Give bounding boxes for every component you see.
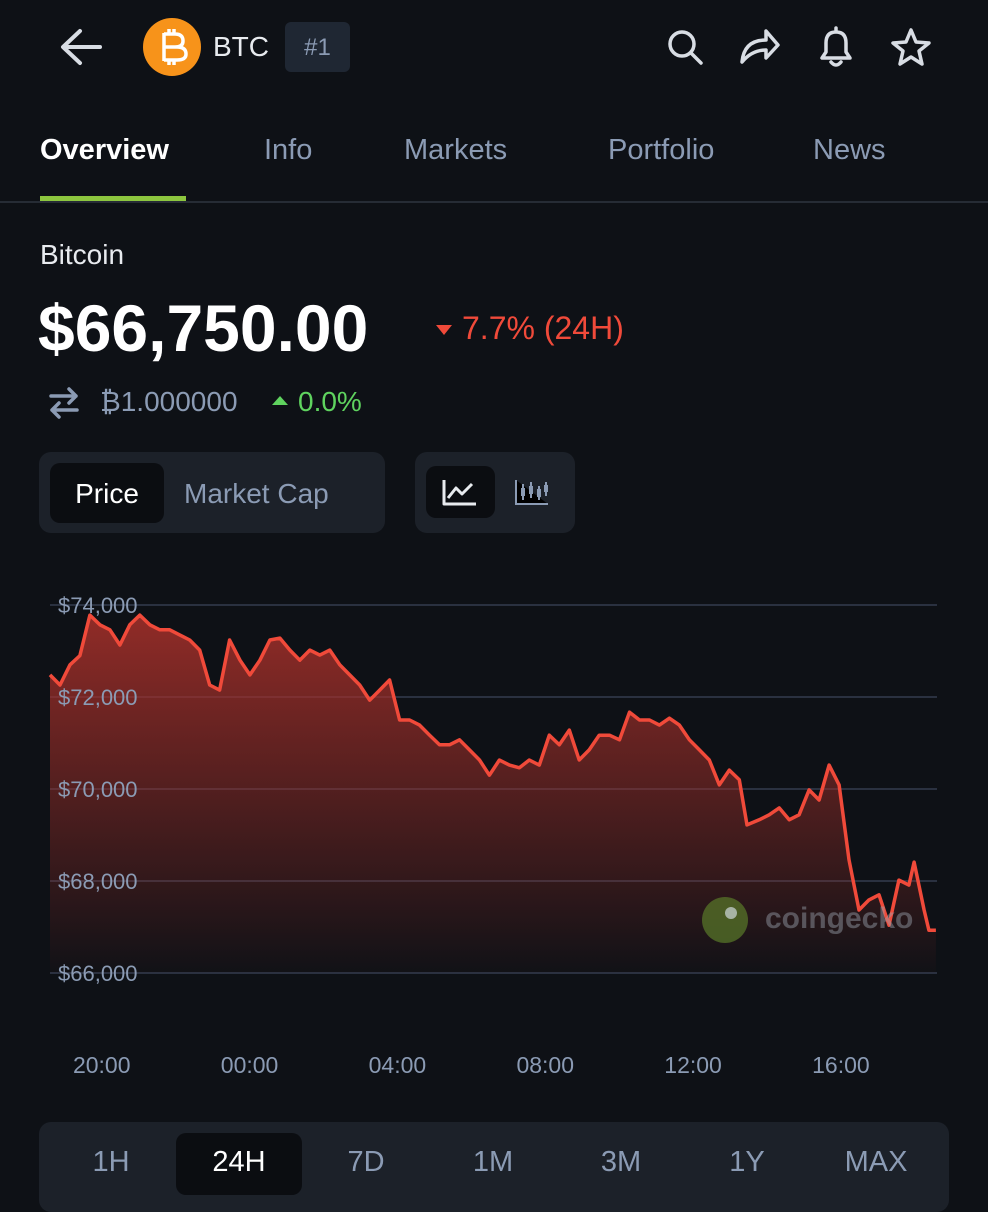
tab[interactable]: News [813, 134, 886, 166]
line-chart-icon[interactable] [440, 476, 480, 510]
x-tick-label: 12:00 [664, 1052, 722, 1078]
down-arrow [436, 325, 452, 335]
area-fill [50, 615, 936, 973]
up-arrow [272, 396, 288, 405]
tab[interactable]: Portfolio [608, 134, 715, 166]
range-option[interactable]: MAX [844, 1146, 908, 1178]
swap-icon [49, 387, 79, 419]
toggle-option[interactable]: Price [75, 478, 139, 509]
x-tick-label: 20:00 [73, 1052, 131, 1078]
toggle-selected [50, 463, 164, 523]
back-button[interactable] [61, 29, 102, 65]
tab[interactable]: Markets [404, 134, 508, 166]
range-selected [176, 1133, 302, 1195]
watermark: coingecko [765, 902, 913, 935]
y-tick-label: $68,000 [58, 869, 138, 894]
candle-chart-icon[interactable] [512, 476, 552, 510]
star-icon[interactable] [891, 28, 931, 66]
x-tick-label: 08:00 [516, 1052, 574, 1078]
header-icons [61, 18, 931, 76]
watermark-eye [725, 907, 737, 919]
y-tick-label: $66,000 [58, 961, 138, 986]
range-option[interactable]: 24H [212, 1146, 266, 1178]
price-chart: $66,000 $68,000 $70,000 $72,000 $74,000 20:00… [48, 593, 937, 1078]
range-option[interactable]: 1M [472, 1146, 514, 1178]
y-tick-label: $74,000 [58, 593, 138, 618]
share-icon[interactable] [740, 29, 780, 64]
x-tick-label: 16:00 [812, 1052, 870, 1078]
range-option[interactable]: 1Y [729, 1146, 765, 1178]
coin-name: Bitcoin [40, 239, 125, 270]
rank-text: #1 [304, 34, 331, 61]
search-handle [689, 51, 703, 65]
tab-divider [0, 201, 988, 203]
range-option[interactable]: 3M [600, 1146, 642, 1178]
bitcoin-glyph [162, 29, 188, 65]
tab-underline [40, 196, 186, 201]
bell-icon[interactable] [820, 26, 852, 67]
x-tick-label: 04:00 [369, 1052, 427, 1078]
range-option[interactable]: 7D [347, 1146, 385, 1178]
y-tick-label: $72,000 [58, 685, 138, 710]
coin-symbol: BTC [213, 31, 269, 62]
tab[interactable]: Info [264, 134, 313, 166]
tab[interactable]: Overview [40, 134, 169, 166]
search-icon[interactable] [668, 30, 696, 58]
y-tick-label: $70,000 [58, 777, 138, 802]
btc-price: ₿1.000000 [100, 386, 238, 417]
price-line [48, 613, 936, 932]
x-tick-label: 00:00 [221, 1052, 279, 1078]
price: $66,750.00 [38, 291, 369, 365]
toggle-option[interactable]: Market Cap [184, 478, 329, 509]
rank-badge [285, 22, 350, 72]
watermark-logo [702, 897, 748, 943]
btc-change: 0.0% [298, 386, 362, 417]
price-change: 7.7% (24H) [462, 310, 624, 346]
range-option[interactable]: 1H [92, 1146, 130, 1178]
